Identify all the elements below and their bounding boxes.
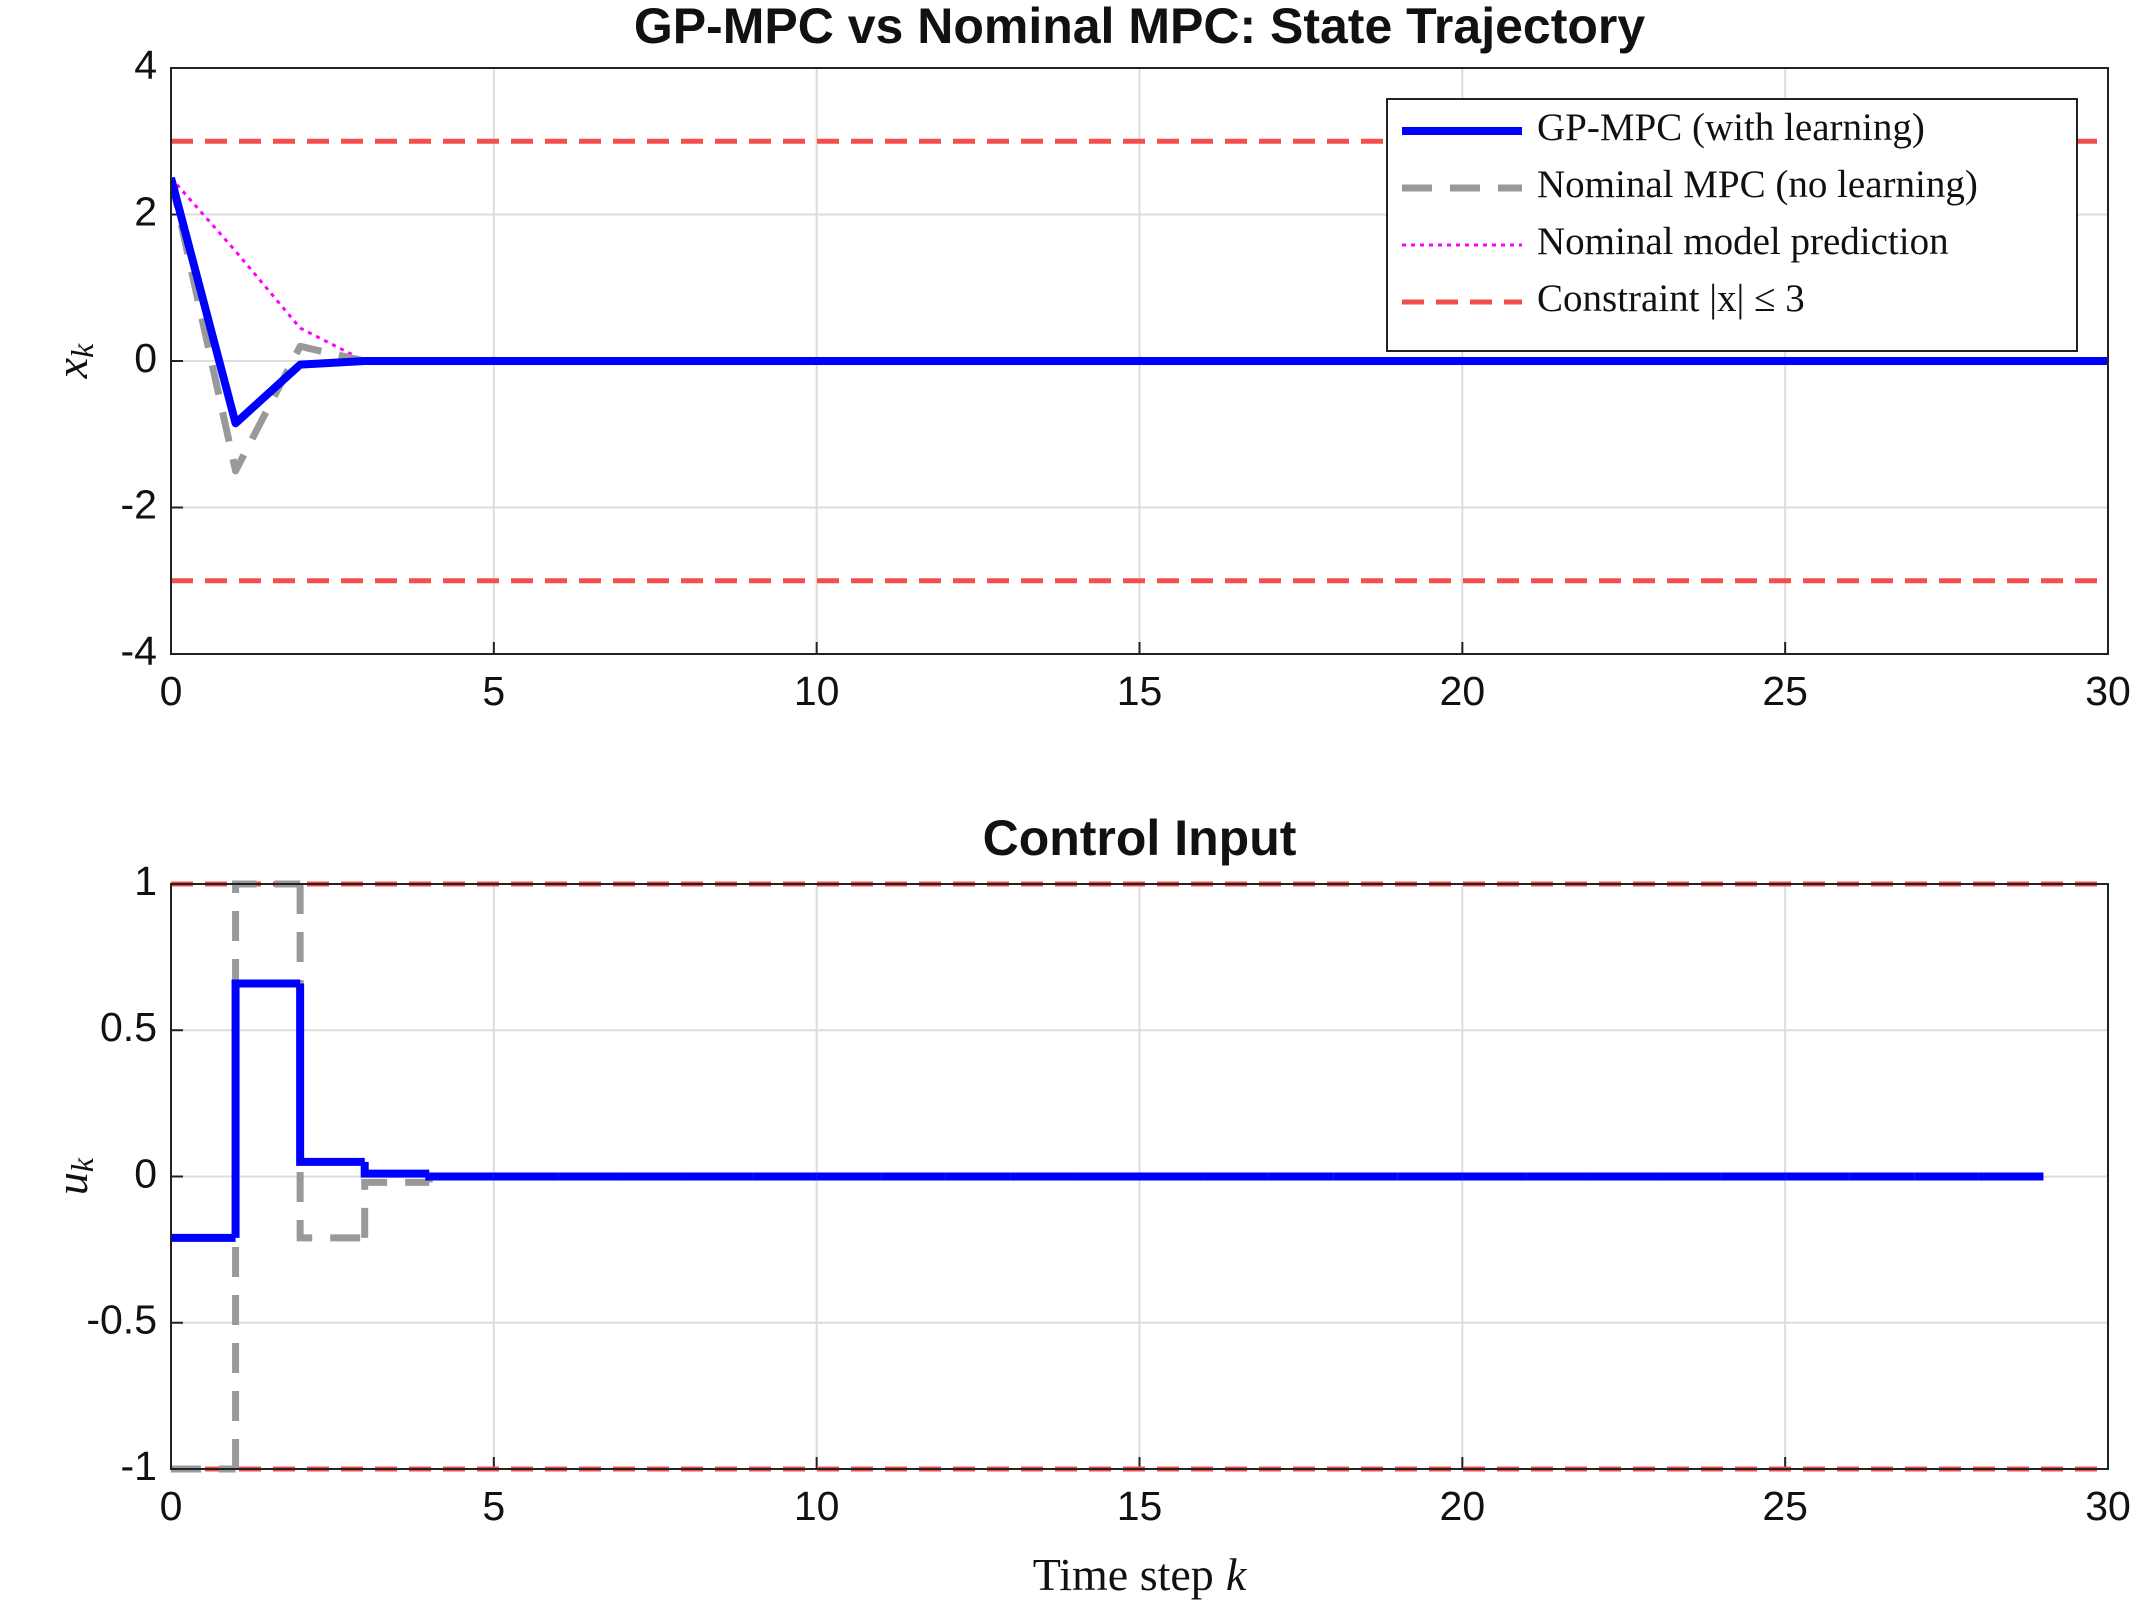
x-tick-label: 5 [482, 668, 505, 714]
y-axis-label: xk [46, 343, 101, 379]
y-tick-label: 0.5 [100, 1004, 157, 1050]
x-tick-label: 10 [794, 668, 840, 714]
x-tick-label: 10 [794, 1483, 840, 1529]
legend-label: GP-MPC (with learning) [1537, 106, 1925, 149]
y-tick-label: -0.5 [86, 1297, 157, 1343]
y-tick-label: -1 [121, 1443, 157, 1489]
y-label-base: x [46, 357, 97, 379]
chart-title: GP-MPC vs Nominal MPC: State Trajectory [634, 0, 1646, 54]
legend-label: Nominal MPC (no learning) [1537, 163, 1978, 206]
plot-layer [171, 138, 2108, 584]
step [360, 1161, 430, 1178]
x-tick-label: 5 [482, 1483, 505, 1529]
y-tick-label: 0 [134, 1150, 157, 1196]
y-label-sub: k [64, 1157, 100, 1172]
x-tick-label: 0 [160, 668, 183, 714]
x-tick-label: 20 [1440, 668, 1486, 714]
y-label-base: u [46, 1172, 97, 1195]
x-tick-label: 0 [160, 1483, 183, 1529]
step [425, 1172, 494, 1181]
legend-label: Constraint |x| ≤ 3 [1537, 277, 1805, 320]
y-tick-label: 4 [134, 42, 157, 88]
step [231, 979, 301, 1238]
step [361, 1178, 430, 1238]
y-tick-label: -4 [121, 628, 157, 674]
y-tick-label: 1 [134, 858, 157, 904]
x-label-var: k [1226, 1549, 1248, 1600]
x-axis-label: Time step k [1033, 1549, 1248, 1600]
y-label-sub: k [64, 343, 100, 358]
x-tick-label: 25 [1762, 668, 1808, 714]
axes-box [170, 67, 2109, 655]
legend-box [1386, 98, 2078, 352]
x-tick-label: 30 [2085, 1483, 2131, 1529]
series-line [171, 176, 2108, 428]
step [296, 983, 365, 1166]
x-tick-label: 15 [1117, 1483, 1163, 1529]
x-tick-label: 15 [1117, 668, 1163, 714]
y-tick-label: -2 [121, 481, 157, 527]
legend-label: Nominal model prediction [1537, 220, 1949, 263]
x-tick-label: 25 [1762, 1483, 1808, 1529]
y-tick-label: 2 [134, 188, 157, 234]
x-tick-label: 20 [1440, 1483, 1486, 1529]
chart-title: Control Input [983, 810, 1297, 866]
axes-box [170, 883, 2109, 1470]
x-tick-label: 30 [2085, 668, 2131, 714]
y-axis-label: uk [46, 1157, 101, 1195]
y-tick-label: 0 [134, 335, 157, 381]
x-label-text: Time step [1033, 1549, 1214, 1600]
